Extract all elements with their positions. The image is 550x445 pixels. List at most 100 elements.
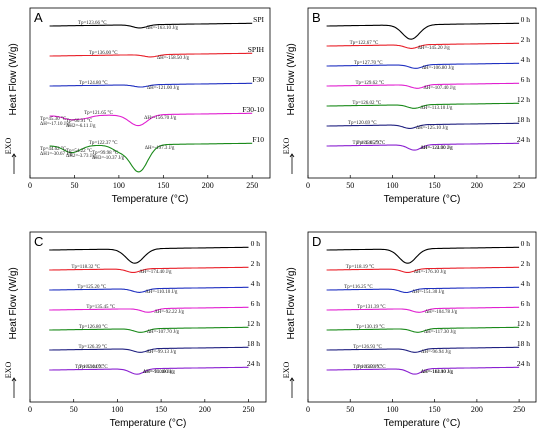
series-label: 24 h: [517, 359, 530, 368]
panel-a: A 0 50 100 150 200 250 Temperature (°C) Heat Flo…: [4, 7, 271, 205]
series-line: [326, 246, 520, 264]
series-label: 4 h: [521, 55, 531, 64]
series-line: [326, 346, 520, 353]
series-line: [49, 266, 249, 273]
series-line: [326, 266, 520, 273]
series-label: 12 h: [517, 95, 530, 104]
y-axis-label: Heat Flow (W/g): [8, 267, 19, 339]
series-spih: SPIH Tp=136.00 °C ΔH=-158.50 J/g: [49, 45, 265, 61]
peak-annotation: Tp=136.00 °C: [89, 51, 118, 56]
series-label: 0 h: [521, 239, 531, 248]
y-axis-label: Heat Flow (W/g): [286, 43, 297, 115]
series-label: 4 h: [251, 279, 261, 288]
series-line: [326, 142, 520, 151]
x-axis-label: Temperature (°C): [384, 194, 461, 205]
series-line: [49, 82, 253, 88]
x-tick-label: 250: [243, 405, 255, 414]
peak-annotation: ΔH=-197.3 J/g: [145, 146, 175, 151]
series-label: F30: [252, 75, 264, 84]
peak-annotation: ΔH=-117.30 J/g: [424, 330, 456, 335]
exo-label: EXO: [4, 138, 13, 155]
peak-annotation: ΔH=-114.00 J/g: [421, 370, 453, 375]
series-6-h: 6 h Tp=129.62 °C ΔH=-107.40 J/g: [326, 75, 531, 91]
series-4-h: 4 h Tp=127.70 °C ΔH=-106.80 J/g: [326, 55, 531, 71]
peak-annotation: Tp=54.22 °C: [66, 149, 93, 154]
series-label: 0 h: [521, 15, 531, 24]
panel-label: A: [34, 10, 43, 25]
x-tick-label: 100: [111, 405, 123, 414]
series-line: [49, 246, 249, 264]
peak-annotation: Tp=130.29 °C: [357, 141, 386, 146]
series-24-h: 24 h Tp=126.15 °C ΔH=-123.90 J/g Tp=130.29 …: [326, 135, 530, 151]
series-line: [326, 62, 520, 69]
series-0-h: 0 h: [49, 239, 260, 264]
series-label: 6 h: [251, 299, 261, 308]
peak-annotation: Tp=122.67 °C: [350, 41, 379, 46]
peak-annotation: ΔH=-145.20 J/g: [418, 46, 451, 51]
peak-annotation: Tp=126.15 °C: [353, 141, 382, 146]
panel-label: B: [312, 10, 321, 25]
series-line: [326, 326, 520, 333]
x-tick-label: 100: [113, 181, 125, 190]
exo-arrowhead: [289, 377, 295, 382]
series-2-h: 2 h Tp=118.19 °C ΔH=-176.10 J/g: [326, 259, 530, 275]
peak-annotation: ΔH=-123.90 J/g: [421, 146, 454, 151]
series-6-h: 6 h Tp=135.45 °C ΔH=-92.22 J/g: [49, 299, 260, 315]
series-2-h: 2 h Tp=118.32 °C ΔH=-174.40 J/g: [49, 259, 260, 275]
peak-annotation: ΔH=-17.10 J/g: [40, 122, 70, 127]
series-f30: F30 Tp=124.80 °C ΔH=-121.00 J/g: [49, 75, 264, 91]
x-tick-label: 250: [513, 405, 525, 414]
peak-annotation: Tp=118.32 °C: [71, 265, 100, 270]
peak-annotation: ΔH=-107.40 J/g: [423, 86, 456, 91]
peak-annotation: Tp=121.65 °C: [84, 111, 113, 116]
peak-annotation: ΔH=-121.00 J/g: [147, 86, 180, 91]
series-label: 12 h: [247, 319, 260, 328]
peak-annotation: ΔH=-103.10 J/g: [421, 370, 454, 375]
peak-annotation: Tp=116.25 °C: [344, 285, 373, 290]
peak-annotation: ΔH=-158.50 J/g: [157, 56, 190, 61]
series-18-h: 18 h Tp=126.93 °C ΔH=-96.94 J/g: [326, 339, 530, 355]
series-spi: SPI Tp=123.66 °C ΔH=-163.10 J/g: [49, 15, 264, 31]
exo-arrowhead: [289, 153, 295, 158]
series-line: [49, 286, 249, 293]
series-label: 18 h: [517, 115, 530, 124]
plot-frame: [29, 231, 267, 403]
x-tick-label: 100: [386, 405, 398, 414]
peak-annotation: Tp=124.80 °C: [79, 81, 108, 86]
peak-annotation: ΔH=-99.13 J/g: [146, 350, 176, 355]
x-tick-label: 50: [70, 405, 78, 414]
x-tick-label: 200: [202, 181, 214, 190]
exo-label: EXO: [282, 138, 291, 155]
series-label: 6 h: [521, 75, 531, 84]
peak-annotation: Tp=44.62 °C: [40, 147, 67, 152]
series-line: [49, 306, 249, 313]
series-label: F10: [252, 135, 264, 144]
peak-annotation: Tp=126.93 °C: [353, 345, 382, 350]
series-12-h: 12 h Tp=126.02 °C ΔH=-113.10 J/g: [326, 95, 530, 111]
series-18-h: 18 h Tp=120.69 °C ΔH=-125.10 J/g: [326, 115, 530, 131]
series-2-h: 2 h Tp=122.67 °C ΔH=-145.20 J/g: [326, 35, 530, 51]
peak-annotation: Tp=130.19 °C: [356, 325, 385, 330]
peak-annotation: ΔH=-91.40 J/g: [143, 370, 173, 375]
series-4-h: 4 h Tp=125.20 °C ΔH=-110.10 J/g: [49, 279, 260, 295]
x-axis-label: Temperature (°C): [384, 418, 461, 429]
peak-annotation: Tp=99.98 °C: [92, 151, 119, 156]
series-label: 2 h: [251, 259, 261, 268]
peak-annotation: ΔH=-104.78 J/g: [425, 310, 458, 315]
series-0-h: 0 h: [326, 239, 531, 264]
peak-annotation: Tp=122.44 °C: [75, 365, 104, 370]
series-label: 12 h: [517, 319, 530, 328]
peak-annotation: ΔH=-163.10 J/g: [146, 26, 179, 31]
series-label: 18 h: [247, 339, 260, 348]
peak-annotation: Tp=126.02 °C: [352, 101, 381, 106]
x-tick-label: 100: [386, 181, 398, 190]
y-axis-label: Heat Flow (W/g): [286, 267, 297, 339]
series-line: [49, 346, 249, 353]
plot-frame: [29, 7, 271, 179]
series-line: [49, 52, 253, 58]
x-tick-label: 0: [306, 181, 310, 190]
plot-frame: [307, 7, 537, 179]
series-line: [326, 82, 520, 89]
